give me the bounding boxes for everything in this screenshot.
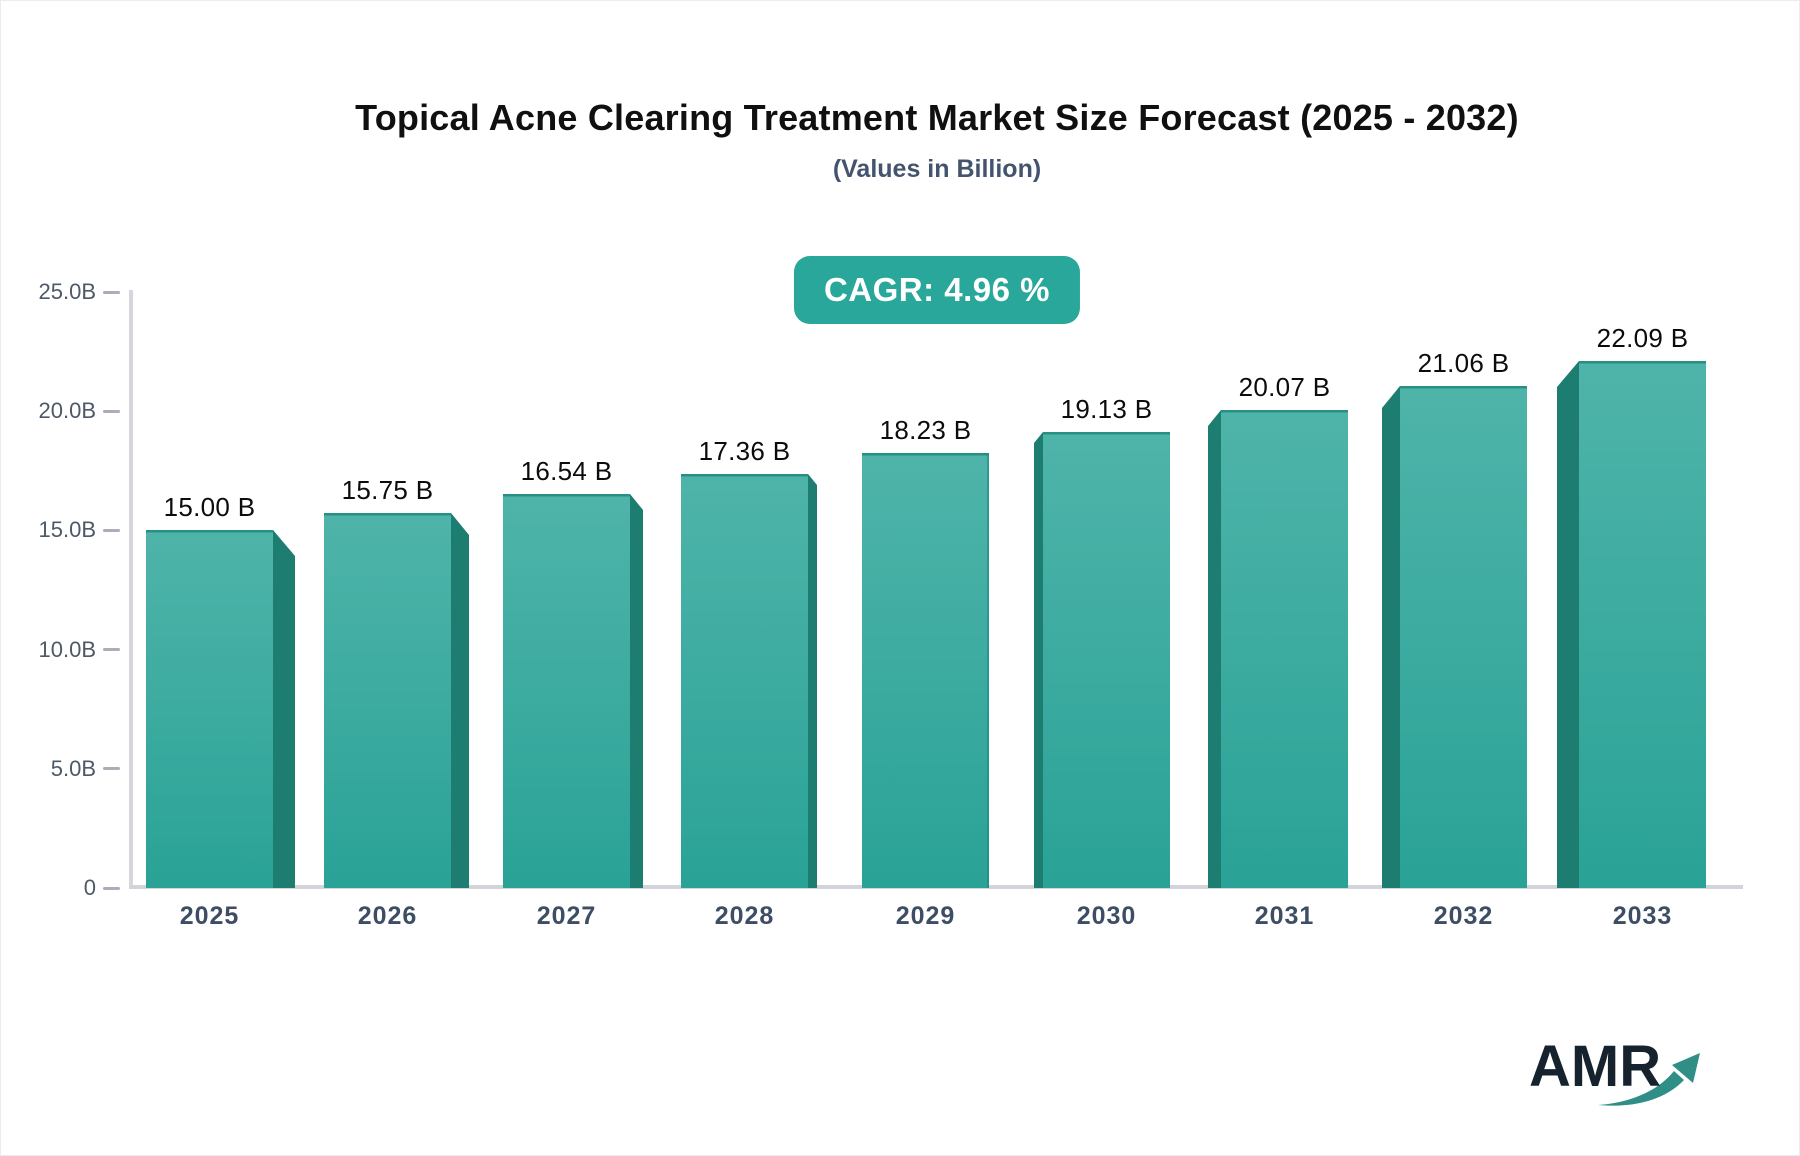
bar-value-label: 15.00 B (163, 492, 256, 522)
bar-side-face (1557, 361, 1579, 888)
bar-top-edge (1221, 410, 1348, 413)
bar-value-label: 21.06 B (1417, 348, 1510, 378)
bar-value-label: 17.36 B (698, 436, 791, 466)
y-axis-tick (103, 409, 120, 413)
bar-2028 (681, 474, 817, 888)
y-axis-tick (103, 290, 120, 294)
x-axis-label: 2026 (357, 902, 418, 930)
bar-side-face (808, 474, 817, 888)
bar-front-face (1221, 410, 1348, 888)
bar-side-face (630, 494, 643, 888)
y-axis-label: 0 (83, 875, 96, 900)
y-axis-label: 25.0B (38, 279, 97, 304)
bar-front-face (1579, 361, 1706, 888)
bar-top-edge (1579, 361, 1706, 364)
x-axis-label: 2028 (714, 902, 775, 930)
bar-value-label: 16.54 B (520, 456, 613, 486)
y-axis-label: 15.0B (38, 517, 97, 543)
y-axis-label: 10.0B (38, 636, 97, 662)
y-axis-tick (103, 528, 120, 532)
bar-top-edge (1400, 386, 1527, 389)
bar-2027 (503, 494, 643, 888)
y-axis-label: 20.0B (38, 398, 97, 424)
bar-top-edge (862, 453, 989, 456)
bar-front-face (503, 494, 630, 888)
bar-2031 (1208, 410, 1348, 888)
y-axis-tick (103, 648, 120, 652)
bar-side-face (1382, 386, 1400, 888)
x-axis-label: 2033 (1612, 902, 1673, 930)
bar-2025 (146, 530, 295, 888)
bar-front-face (862, 453, 989, 888)
chart-title: Topical Acne Clearing Treatment Market S… (355, 97, 1519, 138)
growth-arrow-icon (1598, 1053, 1700, 1106)
x-axis-label: 2027 (536, 902, 597, 930)
cagr-badge: CAGR: 4.96 % (793, 256, 1081, 324)
y-axis-line (129, 290, 133, 888)
x-axis-label: 2031 (1254, 902, 1315, 930)
bar-2030 (1034, 432, 1170, 888)
y-axis-label: 5.0B (50, 755, 96, 781)
bar-value-label: 22.09 B (1596, 323, 1689, 353)
bar-front-face (146, 530, 273, 888)
bar-front-face (681, 474, 808, 888)
bar-2029 (862, 453, 989, 888)
x-axis-label: 2032 (1433, 902, 1494, 930)
bar-side-face (1034, 432, 1043, 888)
bar-side-face (451, 513, 469, 888)
y-axis-tick (103, 767, 120, 771)
bar-front-face (324, 513, 451, 888)
bar-top-edge (324, 513, 451, 516)
bar-side-face (273, 530, 295, 888)
amr-logo-text: AMR (1529, 1034, 1662, 1099)
bar-front-face (1400, 386, 1527, 888)
bar-top-edge (503, 494, 630, 497)
bar-value-label: 18.23 B (879, 415, 972, 445)
bar-value-label: 20.07 B (1238, 372, 1331, 402)
bar-side-face (1208, 410, 1221, 888)
x-axis-label: 2025 (179, 902, 240, 930)
bar-value-label: 15.75 B (341, 475, 434, 505)
chart-subtitle: (Values in Billion) (832, 155, 1042, 183)
bar-2033 (1557, 361, 1706, 888)
bar-top-edge (146, 530, 273, 533)
amr-logo: AMR (1501, 1029, 1741, 1129)
bar-2032 (1382, 386, 1527, 888)
y-axis-tick (103, 886, 120, 890)
x-axis-label: 2029 (895, 902, 956, 930)
bar-top-edge (1043, 432, 1170, 435)
bar-right-edge (987, 453, 989, 888)
bar-2026 (324, 513, 469, 888)
x-axis-label: 2030 (1076, 902, 1137, 930)
bar-value-label: 19.13 B (1060, 394, 1153, 424)
bar-front-face (1043, 432, 1170, 888)
bar-top-edge (681, 474, 808, 477)
